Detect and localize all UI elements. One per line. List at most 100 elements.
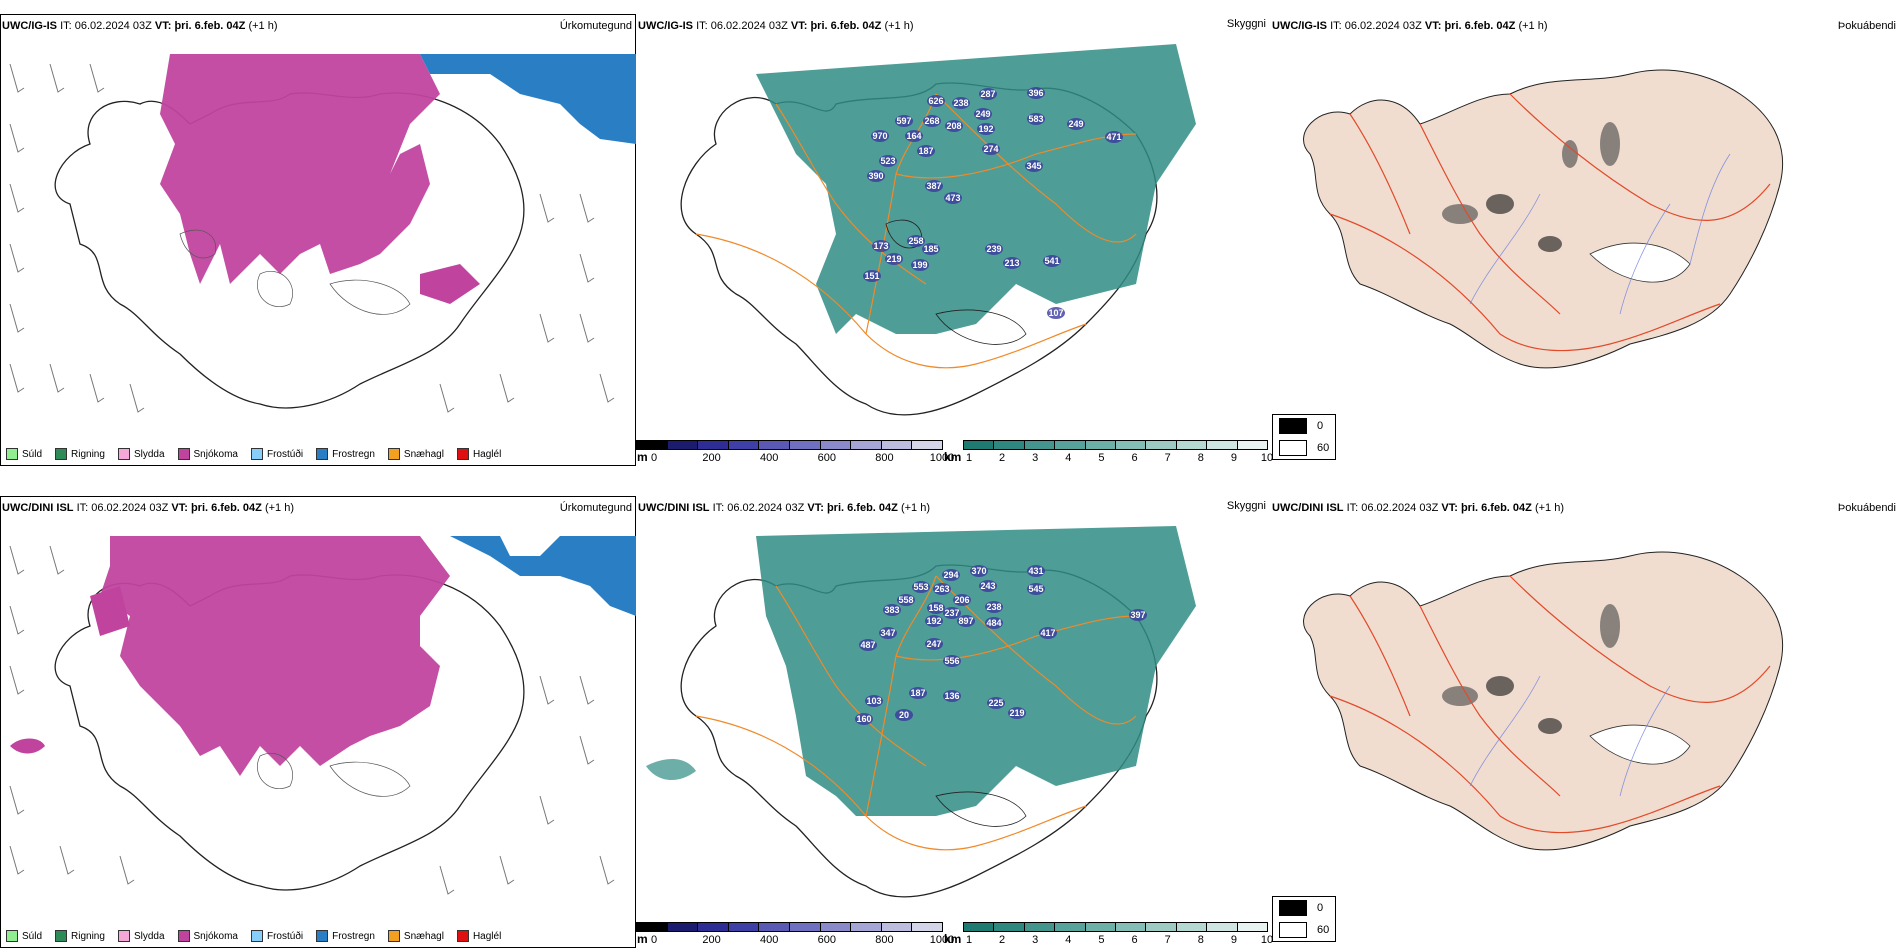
height-colorbar <box>636 922 943 932</box>
lead-offset: (+1 h) <box>248 20 278 32</box>
panel-title: Þokuábendi <box>1837 20 1896 32</box>
cloud-base-blob <box>974 108 992 120</box>
legend-swatch <box>250 448 263 460</box>
colorbar-tick: 6 <box>1131 934 1138 946</box>
cloud-base-label: 158 <box>928 603 943 613</box>
cloud-base-label: 199 <box>912 260 927 270</box>
visibility-area <box>756 526 1196 816</box>
colorbar-tick: 5 <box>1098 452 1105 464</box>
cloud-base-label: 558 <box>898 595 913 605</box>
cloud-base-blob <box>945 120 963 132</box>
issue-time: 06.02.2024 03Z <box>91 502 169 514</box>
cloud-base-label: 471 <box>1106 132 1121 142</box>
cloud-base-label: 160 <box>856 714 871 724</box>
colorbar-segment <box>759 440 790 450</box>
cloud-base-blob <box>927 602 945 614</box>
visibility-colorbar <box>963 440 1268 450</box>
fog-legend-row: 0 <box>1273 415 1335 437</box>
rivers <box>1469 153 1731 315</box>
legend-swatch <box>117 930 130 942</box>
cloud-base-label: 164 <box>906 131 921 141</box>
cloud-map: 626 238 287 396 597 268 249 583 970 164 208 192 249 1… <box>680 44 1196 416</box>
cloud-base-label: 431 <box>1028 566 1043 576</box>
cloud-base-blob <box>970 565 988 577</box>
cloud-base-label: 417 <box>1040 628 1055 638</box>
cloud-base-blob <box>933 583 951 595</box>
precip-legend: Súld Rigning Slydda Snjókoma Frostúði Frostre… <box>6 930 501 942</box>
cloud-base-label: 219 <box>1009 708 1024 718</box>
colorbar-tick: 200 <box>702 934 721 946</box>
cloud-base-label: 20 <box>899 710 909 720</box>
cloud-base-blob <box>895 709 913 721</box>
rivers <box>1469 675 1671 797</box>
cloud-base-labels: 294 370 431 553 263 243 545 558 206 237 383 158 238 1… <box>855 565 1147 725</box>
cloud-base-blob <box>1039 627 1057 639</box>
cloud-base-label: 238 <box>986 602 1001 612</box>
cloud-base-blob <box>1067 118 1085 130</box>
colorbar-segment <box>1207 922 1238 932</box>
cloud-base-label: 347 <box>880 628 895 638</box>
cloud-base-label: 107 <box>1048 308 1063 318</box>
panel-title: Úrkomutegund <box>559 20 632 32</box>
legend-label: Snæhagl <box>403 930 444 942</box>
valid-label: VT: <box>1441 502 1458 514</box>
fog-legend-chip <box>1279 900 1307 916</box>
cloud-base-label: 103 <box>866 696 881 706</box>
valid-label: VT: <box>1424 20 1442 32</box>
valid-label: VT: <box>171 502 188 514</box>
snow-patch-west <box>10 738 45 754</box>
cloud-base-label: 185 <box>923 244 938 254</box>
colorbar-tick: 4 <box>1065 452 1072 464</box>
cloud-base-label: 274 <box>983 144 998 154</box>
cloud-base-blob <box>952 97 970 109</box>
precip-map <box>9 536 636 895</box>
cloud-base-label: 484 <box>986 618 1001 628</box>
cloud-base-label: 541 <box>1044 256 1059 266</box>
legend-label: Rigning <box>71 448 105 460</box>
colorbar-tick: 800 <box>875 934 894 946</box>
legend-label: Haglél <box>472 930 502 942</box>
cloud-base-blob <box>923 115 941 127</box>
fog-patches <box>1442 604 1620 734</box>
colorbar-segment <box>1024 440 1056 450</box>
cloud-base-blob <box>911 259 929 271</box>
cloud-base-blob <box>982 143 1000 155</box>
visibility-unit: km <box>944 450 962 464</box>
legend-swatch <box>387 448 400 460</box>
cloud-base-label: 263 <box>934 584 949 594</box>
land <box>1303 551 1784 851</box>
cloud-base-blob <box>905 130 923 142</box>
legend-label: Snæhagl <box>403 448 444 460</box>
issue-label: IT: <box>60 20 72 32</box>
cloud-base-label: 370 <box>971 566 986 576</box>
cloud-base-label: 249 <box>975 109 990 119</box>
lead-offset: (+1 h) <box>900 502 930 514</box>
colorbar-tick: 1 <box>965 452 973 464</box>
cloud-base-blob <box>1008 707 1026 719</box>
valid-label: VT: <box>807 502 824 514</box>
colorbar-segment <box>851 922 882 932</box>
model-name: UWC/DINI ISL <box>638 502 710 514</box>
cloud-base-blob <box>957 615 975 627</box>
freezing-rain-area <box>420 54 636 144</box>
cloud-base-label: 213 <box>1004 258 1019 268</box>
cloud-base-label: 390 <box>868 171 883 181</box>
colorbar-segment <box>963 922 995 932</box>
legend-item: Snæhagl <box>387 930 444 942</box>
colorbar-segment <box>1237 922 1268 932</box>
cloud-base-blob <box>897 594 915 606</box>
fog-panel-1: UWC/IG-IS IT: 06.02.2024 03Z VT: þri. 6.… <box>1270 14 1900 466</box>
cloud-base-blob <box>871 130 889 142</box>
glacier-clear <box>1589 242 1691 283</box>
legend-item: Rigning <box>55 448 105 460</box>
colorbar-segment <box>1085 922 1116 932</box>
fog-legend-chip <box>1279 440 1307 456</box>
legend-swatch <box>177 448 190 460</box>
colorbar-segment <box>636 922 668 932</box>
snow-area <box>160 54 440 284</box>
cloud-base-blob <box>872 240 890 252</box>
colorbar-segment <box>728 922 760 932</box>
snow-area <box>100 536 450 776</box>
cloud-base-blob <box>917 145 935 157</box>
model-name: UWC/IG-IS <box>2 20 57 32</box>
